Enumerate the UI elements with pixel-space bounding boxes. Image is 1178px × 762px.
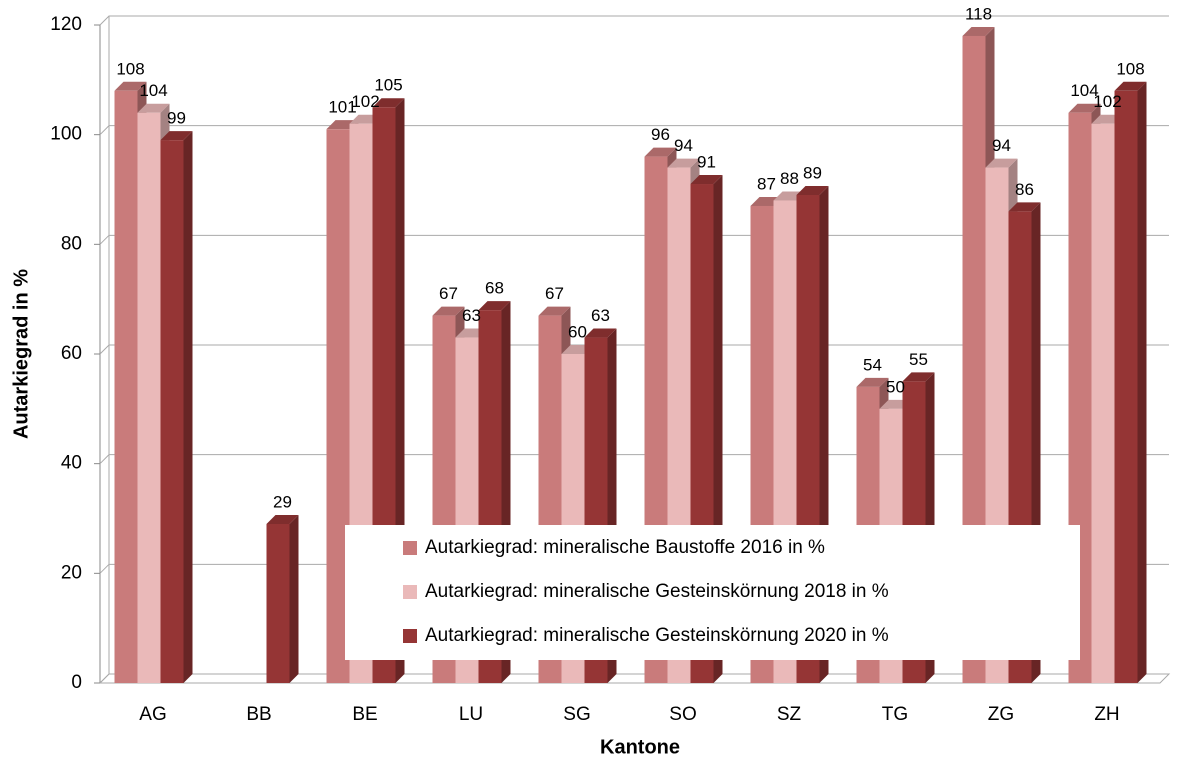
bar [1114,81,1147,684]
data-label: 101 [328,98,356,117]
bar-top [538,306,571,316]
bar-top [902,372,935,382]
bar-top [1114,81,1147,91]
data-label: 89 [803,163,822,182]
x-tick-label: BE [352,704,377,725]
x-tick-label: BB [246,704,271,725]
bar-top [644,147,677,157]
data-label: 55 [909,350,928,369]
bar-front [160,140,184,683]
x-tick-label: LU [459,704,483,725]
bar-top [1068,103,1101,113]
x-tick-label: SO [669,704,696,725]
bar-front [326,129,350,683]
bar-side [183,131,193,683]
data-label: 60 [568,322,587,341]
x-tick-label: AG [139,704,166,725]
bar-top [962,26,995,36]
data-label: 63 [591,306,610,325]
bar-top [856,377,889,387]
y-tick-label: 100 [50,124,82,145]
bar-top [796,185,829,195]
bar-side [289,514,299,683]
data-label: 108 [1116,59,1144,78]
legend-box [345,525,1080,660]
legend-label: Autarkiegrad: mineralische Gesteinskörnu… [425,625,889,646]
x-axis-title: Kantone [600,736,680,758]
data-label: 102 [351,92,379,111]
data-label: 102 [1093,92,1121,111]
bar-top [1008,202,1041,212]
x-tick-label: SZ [777,704,802,725]
data-label: 104 [1070,81,1098,100]
x-tick-label: ZH [1094,704,1119,725]
data-label: 105 [374,76,402,95]
bar-front [137,112,161,683]
data-label: 54 [863,355,882,374]
legend-label: Autarkiegrad: mineralische Baustoffe 201… [425,537,825,558]
y-tick-label: 20 [61,562,82,583]
data-label: 108 [116,59,144,78]
data-label: 99 [167,109,186,128]
x-tick-label: TG [882,704,908,725]
bar [266,514,299,683]
data-label: 67 [545,284,564,303]
bar-front [114,90,138,684]
y-tick-label: 80 [61,233,82,254]
y-tick-label: 40 [61,453,82,474]
x-tick-label: SG [563,704,590,725]
legend-swatch [403,629,417,643]
legend-label: Autarkiegrad: mineralische Gesteinskörnu… [425,581,889,602]
bar-front [1091,123,1115,683]
bar-front [266,523,290,683]
bar-top [432,306,465,316]
bar-front [1114,90,1138,684]
bar-top [690,175,723,185]
data-label: 96 [651,125,670,144]
data-label: 104 [139,81,167,100]
data-label: 29 [273,492,292,511]
grid-line [99,15,1169,26]
data-label: 67 [439,284,458,303]
bar-front [962,35,986,683]
data-label: 50 [886,377,905,396]
bar-side [1137,81,1147,684]
data-label: 118 [965,4,992,23]
legend-swatch [403,585,417,599]
data-label: 86 [1015,180,1034,199]
bar-top [114,81,147,91]
y-tick-label: 60 [61,343,82,364]
data-label: 91 [697,153,716,172]
bar-top [667,158,700,168]
bar-top [266,514,299,524]
data-label: 87 [757,174,776,193]
bar [160,131,193,683]
grid-line [99,125,1169,136]
bar-top [584,328,617,338]
bar-top [160,131,193,141]
x-tick-label: ZG [988,704,1014,725]
y-axis-title: Autarkiegrad in % [10,269,32,439]
legend-swatch [403,541,417,555]
bar-top [372,98,405,108]
bar-top [137,103,170,113]
data-label: 88 [780,169,799,188]
y-tick-label: 0 [71,672,82,693]
bar-top [985,158,1018,168]
y-tick-label: 120 [50,14,82,35]
data-label: 68 [485,279,504,298]
data-label: 94 [992,136,1011,155]
data-label: 94 [674,136,693,155]
data-label: 63 [462,306,481,325]
bar-top [478,301,511,311]
